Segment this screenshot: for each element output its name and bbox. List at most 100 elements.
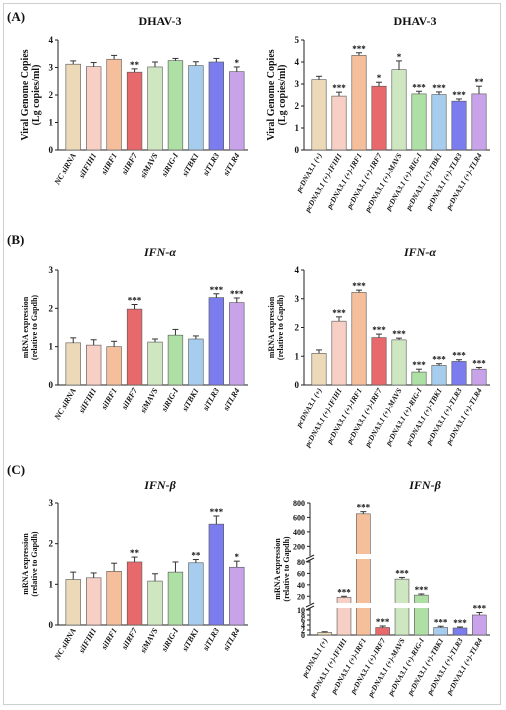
y-tick-label: 1 (49, 342, 54, 352)
y-tick-label: 3 (295, 294, 300, 304)
axis-break-mark (305, 554, 315, 560)
category-label: siIFIH1 (77, 627, 99, 656)
significance-mark: *** (432, 83, 446, 93)
y-axis-label-line: mRNA expression (21, 533, 30, 595)
y-axis-label-line: (relative to Gapdh) (282, 536, 291, 602)
bar (65, 63, 81, 151)
significance-mark: *** (473, 604, 487, 614)
bar (65, 342, 81, 386)
y-axis-label-line: (Lg copies/ml) (277, 65, 288, 126)
category-label: siMAVS (138, 626, 160, 655)
bar (351, 55, 367, 151)
y-tick-label: 600 (293, 513, 305, 522)
significance-mark: *** (376, 617, 390, 627)
y-axis-label-line: mRNA expression (21, 296, 30, 358)
y-axis-label-line: (Lg copies/ml) (31, 65, 42, 126)
significance-mark: *** (412, 82, 426, 92)
significance-mark: *** (352, 281, 366, 291)
bar (371, 337, 387, 386)
bar (351, 292, 367, 386)
bar (147, 580, 163, 626)
chart-C1: IFN-β mRNA expression(relative to Gapdh) 0… (21, 478, 248, 662)
bar (451, 361, 467, 386)
bar (106, 346, 122, 386)
y-tick-label: 80 (297, 558, 305, 567)
chart-title: IFN-β (143, 478, 176, 492)
category-label: siMAVS (138, 151, 160, 180)
category-label: siRIG-I (159, 386, 180, 414)
significance-mark: ** (475, 77, 485, 87)
y-tick-label: 40 (297, 581, 305, 590)
bar (106, 58, 122, 151)
bar (311, 353, 327, 386)
y-tick-label: 1 (295, 123, 300, 133)
bar (375, 627, 390, 636)
y-tick-label: 3 (295, 79, 300, 89)
category-label: siTLR3 (201, 387, 222, 414)
bar (229, 302, 245, 386)
bar (167, 334, 184, 386)
bar (188, 562, 204, 626)
y-axis-label-line: mRNA expression (267, 296, 276, 358)
bar (86, 577, 102, 626)
bar (411, 93, 427, 151)
chart-B1: IFN-α mRNA expression(relative to Gapdh) 0… (21, 245, 248, 422)
category-label: siIRF1 (99, 627, 119, 652)
chart-A1: DHAV-3 Viral Genome Copies(Lg copies/ml) 0… (20, 14, 248, 187)
y-tick-label: 20 (297, 592, 305, 601)
bar (167, 60, 184, 151)
significance-mark: ** (191, 551, 201, 561)
bar (472, 614, 487, 636)
bar-break-gap (355, 603, 372, 608)
y-tick-label: 400 (293, 528, 305, 537)
category-label: siRIG-I (159, 626, 180, 654)
significance-mark: *** (415, 585, 429, 595)
y-tick-label: 2 (49, 303, 54, 313)
bar (471, 93, 487, 151)
significance-mark: * (235, 58, 240, 68)
y-axis-label-line: (relative to Gapdh) (276, 295, 285, 361)
significance-mark: *** (432, 355, 446, 365)
significance-mark: *** (453, 618, 467, 628)
bar (391, 339, 407, 386)
y-tick-label: 6 (301, 616, 305, 625)
y-tick-label: 1 (295, 351, 300, 361)
bar (147, 341, 163, 386)
y-axis-label-line: Viral Genome Copies (266, 49, 277, 140)
bar (167, 571, 184, 626)
bar (86, 66, 102, 151)
category-label: pcDNA3.1 (+)-TLR4 (444, 151, 484, 212)
significance-mark: *** (230, 289, 244, 299)
y-tick-label: 4 (295, 265, 300, 275)
bar (208, 61, 224, 151)
category-label: NC siRNA (52, 151, 78, 187)
bar-break-gap (394, 603, 410, 608)
axis-break-mark (305, 605, 315, 611)
category-label: siIFIH1 (77, 152, 99, 181)
chart-B2: IFN-α mRNA expression(relative to Gapdh) 0… (267, 245, 490, 449)
y-tick-label: 2 (49, 90, 54, 100)
chart-title: IFN-α (403, 245, 436, 259)
y-axis-label-line: mRNA expression (273, 538, 282, 600)
y-tick-label: 2 (295, 323, 300, 333)
panel-label-a: (A) (7, 9, 26, 24)
significance-mark: *** (392, 329, 406, 339)
bar (86, 344, 102, 386)
bar (356, 513, 371, 636)
category-label: siTBK1 (180, 627, 201, 654)
chart-title: DHAV-3 (139, 14, 182, 28)
y-tick-label: 4 (49, 35, 54, 45)
category-label: siIRF7 (119, 386, 139, 412)
significance-mark: * (377, 73, 382, 83)
chart-A2: DHAV-3 Viral Genome Copies(Lg copies/ml) 0… (266, 14, 490, 214)
y-tick-label: 2 (301, 626, 305, 635)
y-axis-label-line: Viral Genome Copies (20, 49, 31, 140)
significance-mark: *** (434, 617, 448, 627)
category-label: siIRF1 (99, 387, 119, 412)
category-label: siMAVS (138, 386, 160, 415)
significance-mark: *** (452, 90, 466, 100)
y-axis-label: mRNA expression(relative to Gapdh) (267, 295, 285, 361)
category-label: siIFIH1 (77, 387, 99, 416)
panel-label-c: (C) (7, 462, 26, 477)
